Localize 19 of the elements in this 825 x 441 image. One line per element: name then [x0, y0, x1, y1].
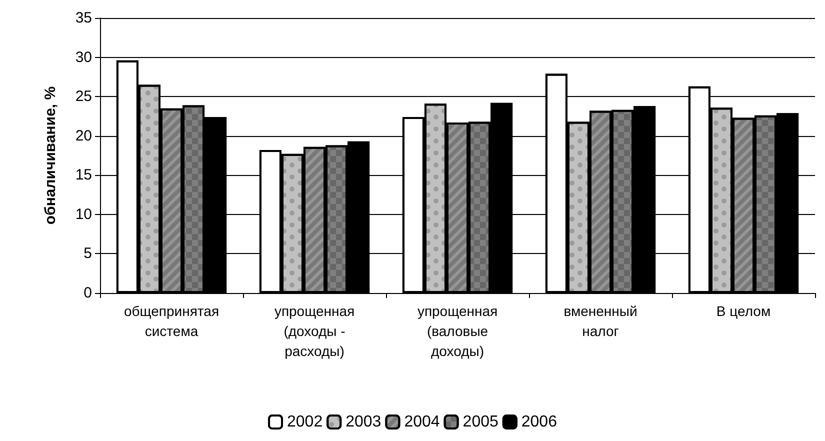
y-tick-label: 25 — [75, 88, 92, 106]
x-tick-label: упрощенная (доходы - расходы) — [274, 303, 355, 359]
x-tick-label: В целом — [716, 303, 771, 319]
legend-label: 2003 — [346, 414, 382, 430]
y-tick-label: 0 — [84, 284, 92, 302]
y-tick-label: 15 — [75, 166, 92, 184]
y-tick-label: 20 — [75, 127, 92, 144]
legend-label: 2005 — [462, 414, 498, 430]
x-tick-label: общепринятая система — [124, 303, 220, 339]
y-tick-label: 5 — [84, 245, 92, 262]
legend-label: 2002 — [287, 414, 323, 430]
legend-label: 2004 — [404, 414, 440, 430]
x-tick-label: вмененный налог — [564, 303, 638, 339]
y-tick-label: 30 — [75, 48, 92, 66]
x-tick-label: упрощенная (валовые доходы) — [417, 303, 498, 359]
legend-label: 2006 — [521, 414, 558, 430]
y-axis-title: обналичивание, % — [42, 86, 59, 225]
y-tick-label: 10 — [75, 206, 92, 223]
y-tick-label: 35 — [75, 10, 92, 26]
